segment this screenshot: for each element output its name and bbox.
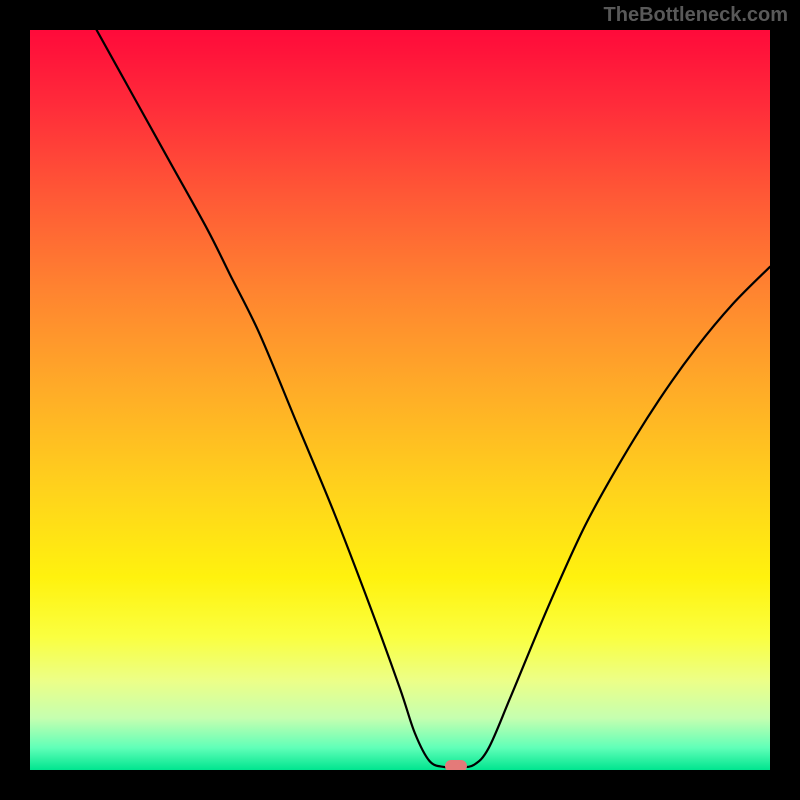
bottleneck-curve <box>30 30 770 770</box>
watermark-text: TheBottleneck.com <box>604 4 788 27</box>
optimal-point-marker <box>445 760 467 772</box>
chart-plot-area <box>30 30 770 770</box>
